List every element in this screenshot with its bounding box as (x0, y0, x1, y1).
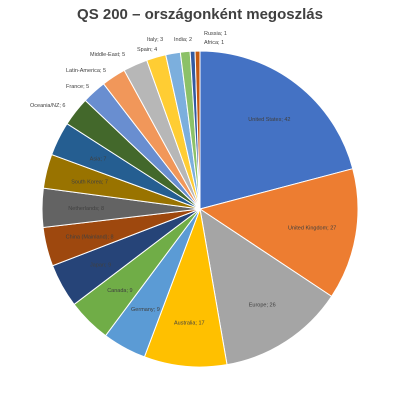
slice-label-oceania-nz: Oceania/NZ; 6 (30, 103, 65, 109)
slice-label-united-states: United States; 42 (248, 117, 290, 123)
slice-label-south-korea: South Korea; 7 (71, 180, 108, 186)
slice-label-russia: Russia; 1 (204, 31, 227, 37)
slice-label-japan: Japan; 9 (90, 262, 111, 268)
slice-label-middle-east: Middle-East; 5 (90, 52, 125, 58)
slice-label-spain: Spain; 4 (137, 47, 157, 53)
slice-label-germany: Germany; 9 (131, 307, 160, 313)
slice-label-france: France; 5 (66, 84, 89, 90)
slice-label-china-mainland: China (Mainland); 8 (66, 234, 114, 240)
slice-label-latin-america: Latin-America; 5 (66, 68, 106, 74)
slice-label-canada: Canada; 9 (107, 288, 132, 294)
slice-europe (199, 207, 333, 366)
slice-label-europe: Europe; 26 (249, 302, 276, 308)
slice-united-kingdom (198, 168, 359, 298)
slice-label-netherlands: Netherlands; 8 (68, 206, 104, 212)
slice-united-states (199, 50, 354, 210)
slice-label-italy: Italy; 3 (147, 37, 163, 43)
chart-title: QS 200 – országonként megoszlás (77, 6, 323, 23)
slice-label-united-kingdom: United Kingdom; 27 (288, 226, 336, 232)
slice-label-australia: Australia; 17 (174, 320, 205, 326)
slice-label-india: India; 2 (174, 37, 192, 43)
slice-australia (143, 207, 228, 368)
slice-label-asia: Asia; 7 (90, 156, 107, 162)
slice-label-africa: Africa; 1 (204, 40, 224, 46)
slice-africa (194, 50, 201, 210)
